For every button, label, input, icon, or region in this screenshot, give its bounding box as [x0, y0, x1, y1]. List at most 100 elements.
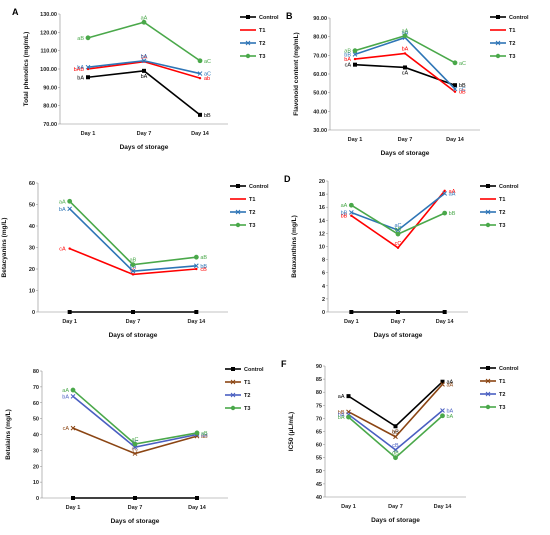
legend-marker: [486, 223, 490, 227]
y-tick-label: 90.00: [43, 85, 57, 91]
significance-label: cB: [392, 443, 399, 449]
data-point-t3: [453, 60, 458, 65]
x-tick-label: Day 7: [391, 319, 406, 325]
y-axis-label: IC50 (μL/mL): [288, 412, 295, 451]
x-tick-label: Day 14: [446, 137, 465, 143]
significance-label: cA: [59, 247, 66, 253]
y-tick-label: 40.00: [313, 109, 327, 115]
legend-label: T3: [259, 54, 265, 60]
x-axis-label: Days of storage: [374, 332, 423, 339]
x-tick-label: Day 1: [66, 505, 81, 511]
data-point-control: [198, 113, 202, 117]
data-point-control: [394, 424, 398, 428]
panel-label: F: [281, 359, 287, 369]
data-point-t2: [71, 394, 75, 398]
y-tick-label: 55: [316, 456, 322, 462]
data-point-control: [353, 63, 357, 67]
y-tick-label: 10: [29, 289, 35, 295]
legend-label: T1: [499, 379, 505, 385]
significance-label: bA: [141, 54, 148, 60]
data-point-t1: [132, 273, 134, 275]
significance-label: bA: [77, 75, 84, 81]
significance-label: aC: [131, 437, 138, 443]
y-tick-label: 16: [319, 205, 325, 211]
panel-label: A: [12, 7, 19, 17]
significance-label: cA: [402, 70, 409, 76]
significance-label: aB: [344, 49, 351, 55]
y-tick-label: 20: [29, 267, 35, 273]
significance-label: bA: [62, 394, 69, 400]
significance-label: aB: [77, 36, 84, 42]
y-tick-label: 70.00: [313, 53, 327, 59]
legend-label: T1: [259, 28, 265, 34]
data-point-control: [194, 310, 198, 314]
x-tick-label: Day 14: [191, 131, 210, 137]
significance-label: bC: [392, 430, 399, 436]
data-point-t3: [349, 203, 354, 208]
data-point-t3: [198, 58, 203, 63]
y-axis-label: Betacyanins (mg/L): [1, 218, 8, 278]
y-tick-label: 30.00: [313, 128, 327, 134]
significance-label: bA: [402, 46, 409, 52]
y-axis-label: Total phenolics (mg/mL): [23, 32, 30, 107]
y-tick-label: 10: [33, 480, 39, 486]
legend-label: Control: [499, 184, 519, 190]
x-tick-label: Day 14: [434, 504, 453, 510]
y-tick-label: 85: [316, 377, 322, 383]
legend-marker: [236, 184, 240, 188]
legend-marker: [496, 54, 500, 58]
y-tick-label: 60: [33, 401, 39, 407]
legend-label: Control: [509, 15, 529, 21]
significance-label: cC: [395, 241, 402, 247]
y-tick-label: 30: [33, 448, 39, 454]
legend-label: T2: [244, 393, 250, 399]
significance-label: bB: [204, 113, 211, 119]
y-tick-label: 70.00: [43, 122, 57, 128]
legend-label: Control: [499, 366, 519, 372]
y-tick-label: 20: [33, 464, 39, 470]
significance-label: bA: [338, 415, 345, 421]
data-point-t2: [441, 409, 445, 413]
legend-marker: [231, 367, 235, 371]
y-tick-label: 90: [316, 364, 322, 370]
legend-marker: [246, 54, 250, 58]
panel-a: A70.0080.0090.00100.00110.00120.00130.00…: [12, 7, 279, 151]
legend-label: Control: [249, 184, 269, 190]
significance-label: aC: [204, 59, 211, 65]
data-point-t3: [442, 211, 447, 216]
legend-label: Control: [259, 15, 279, 21]
legend-label: Control: [244, 367, 264, 373]
legend-label: T2: [499, 210, 505, 216]
y-tick-label: 50.00: [313, 91, 327, 97]
y-tick-label: 18: [319, 192, 325, 198]
x-tick-label: Day 7: [398, 137, 413, 143]
panel-label: B: [286, 11, 293, 21]
y-tick-label: 10: [319, 245, 325, 251]
data-point-control: [403, 65, 407, 69]
y-tick-label: 14: [319, 218, 326, 224]
x-tick-label: Day 7: [137, 131, 152, 137]
data-point-t1: [454, 91, 456, 93]
data-point-t3: [194, 255, 199, 260]
panel-label: D: [284, 174, 291, 184]
data-point-t1: [443, 190, 445, 192]
y-tick-label: 0: [36, 496, 39, 502]
significance-label: bB: [200, 264, 207, 270]
significance-label: aC: [204, 72, 211, 78]
data-point-t3: [346, 415, 351, 420]
significance-label: aC: [459, 61, 466, 67]
y-tick-label: 40: [316, 495, 322, 501]
legend-label: T1: [499, 197, 505, 203]
significance-label: aA: [62, 388, 69, 394]
y-tick-label: 65: [316, 430, 322, 436]
legend-label: T3: [509, 54, 515, 60]
x-axis-label: Days of storage: [109, 332, 158, 339]
y-tick-label: 8: [322, 258, 325, 264]
y-tick-label: 120.00: [40, 30, 57, 36]
legend-label: T1: [509, 28, 515, 34]
y-tick-label: 4: [322, 284, 326, 290]
y-tick-label: 80: [33, 369, 39, 375]
